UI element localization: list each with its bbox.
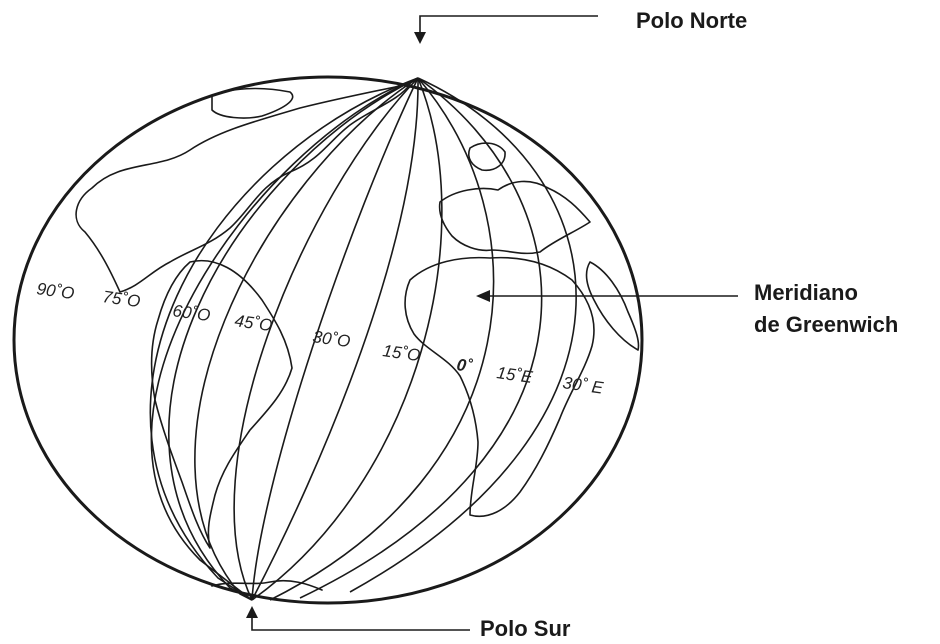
north-pole-callout: Polo Norte: [414, 8, 747, 44]
meridian-line: [149, 77, 419, 601]
greenwich-label-line1: Meridiano: [754, 280, 858, 305]
longitude-label: 15˚O: [381, 341, 421, 365]
greenwich-arrowhead: [476, 290, 490, 302]
meridian-lines: [149, 77, 577, 601]
greenwich-label-line2: de Greenwich: [754, 312, 898, 337]
arabia-outline: [585, 261, 640, 351]
south-america-outline: [150, 259, 293, 549]
south-pole-arrowhead: [246, 606, 258, 618]
globe-outline: [12, 75, 644, 605]
longitude-label: 15˚E: [495, 363, 534, 387]
south-pole-callout: Polo Sur: [246, 606, 571, 641]
longitude-label: 30˚ E: [561, 373, 605, 398]
south-pole-label: Polo Sur: [480, 616, 571, 641]
meridian-line-greenwich: [251, 77, 443, 601]
europe-outline: [438, 180, 591, 255]
meridian-line: [251, 77, 419, 601]
north-america-outline: [75, 83, 411, 293]
longitude-label: 45˚O: [233, 311, 273, 335]
meridian-line: [349, 77, 577, 593]
longitude-label: 90˚O: [35, 279, 75, 303]
longitude-label-greenwich: 0˚: [455, 355, 474, 376]
greenland-outline: [211, 87, 294, 119]
north-pole-label: Polo Norte: [636, 8, 747, 33]
meridian-line: [299, 77, 543, 599]
north-pole-arrowhead: [414, 32, 426, 44]
antarctica-outline: [211, 579, 323, 591]
meridian-line: [269, 77, 495, 601]
north-pole-arrow: [419, 15, 598, 34]
meridian-line: [251, 77, 419, 601]
greenwich-callout: Meridiano de Greenwich: [476, 280, 898, 337]
longitude-label: 30˚O: [311, 327, 351, 351]
africa-outline: [404, 256, 595, 517]
longitude-label: 60˚O: [171, 301, 211, 325]
south-pole-arrow: [251, 616, 470, 631]
meridian-line: [150, 77, 419, 601]
meridian-line: [233, 77, 419, 601]
longitude-label: 75˚O: [101, 287, 141, 311]
meridian-line: [168, 77, 419, 601]
continent-outlines: [75, 83, 640, 591]
british-isles-outline: [467, 142, 506, 172]
longitude-labels: 90˚O 75˚O 60˚O 45˚O 30˚O 15˚O 0˚ 15˚E 30…: [35, 279, 605, 398]
